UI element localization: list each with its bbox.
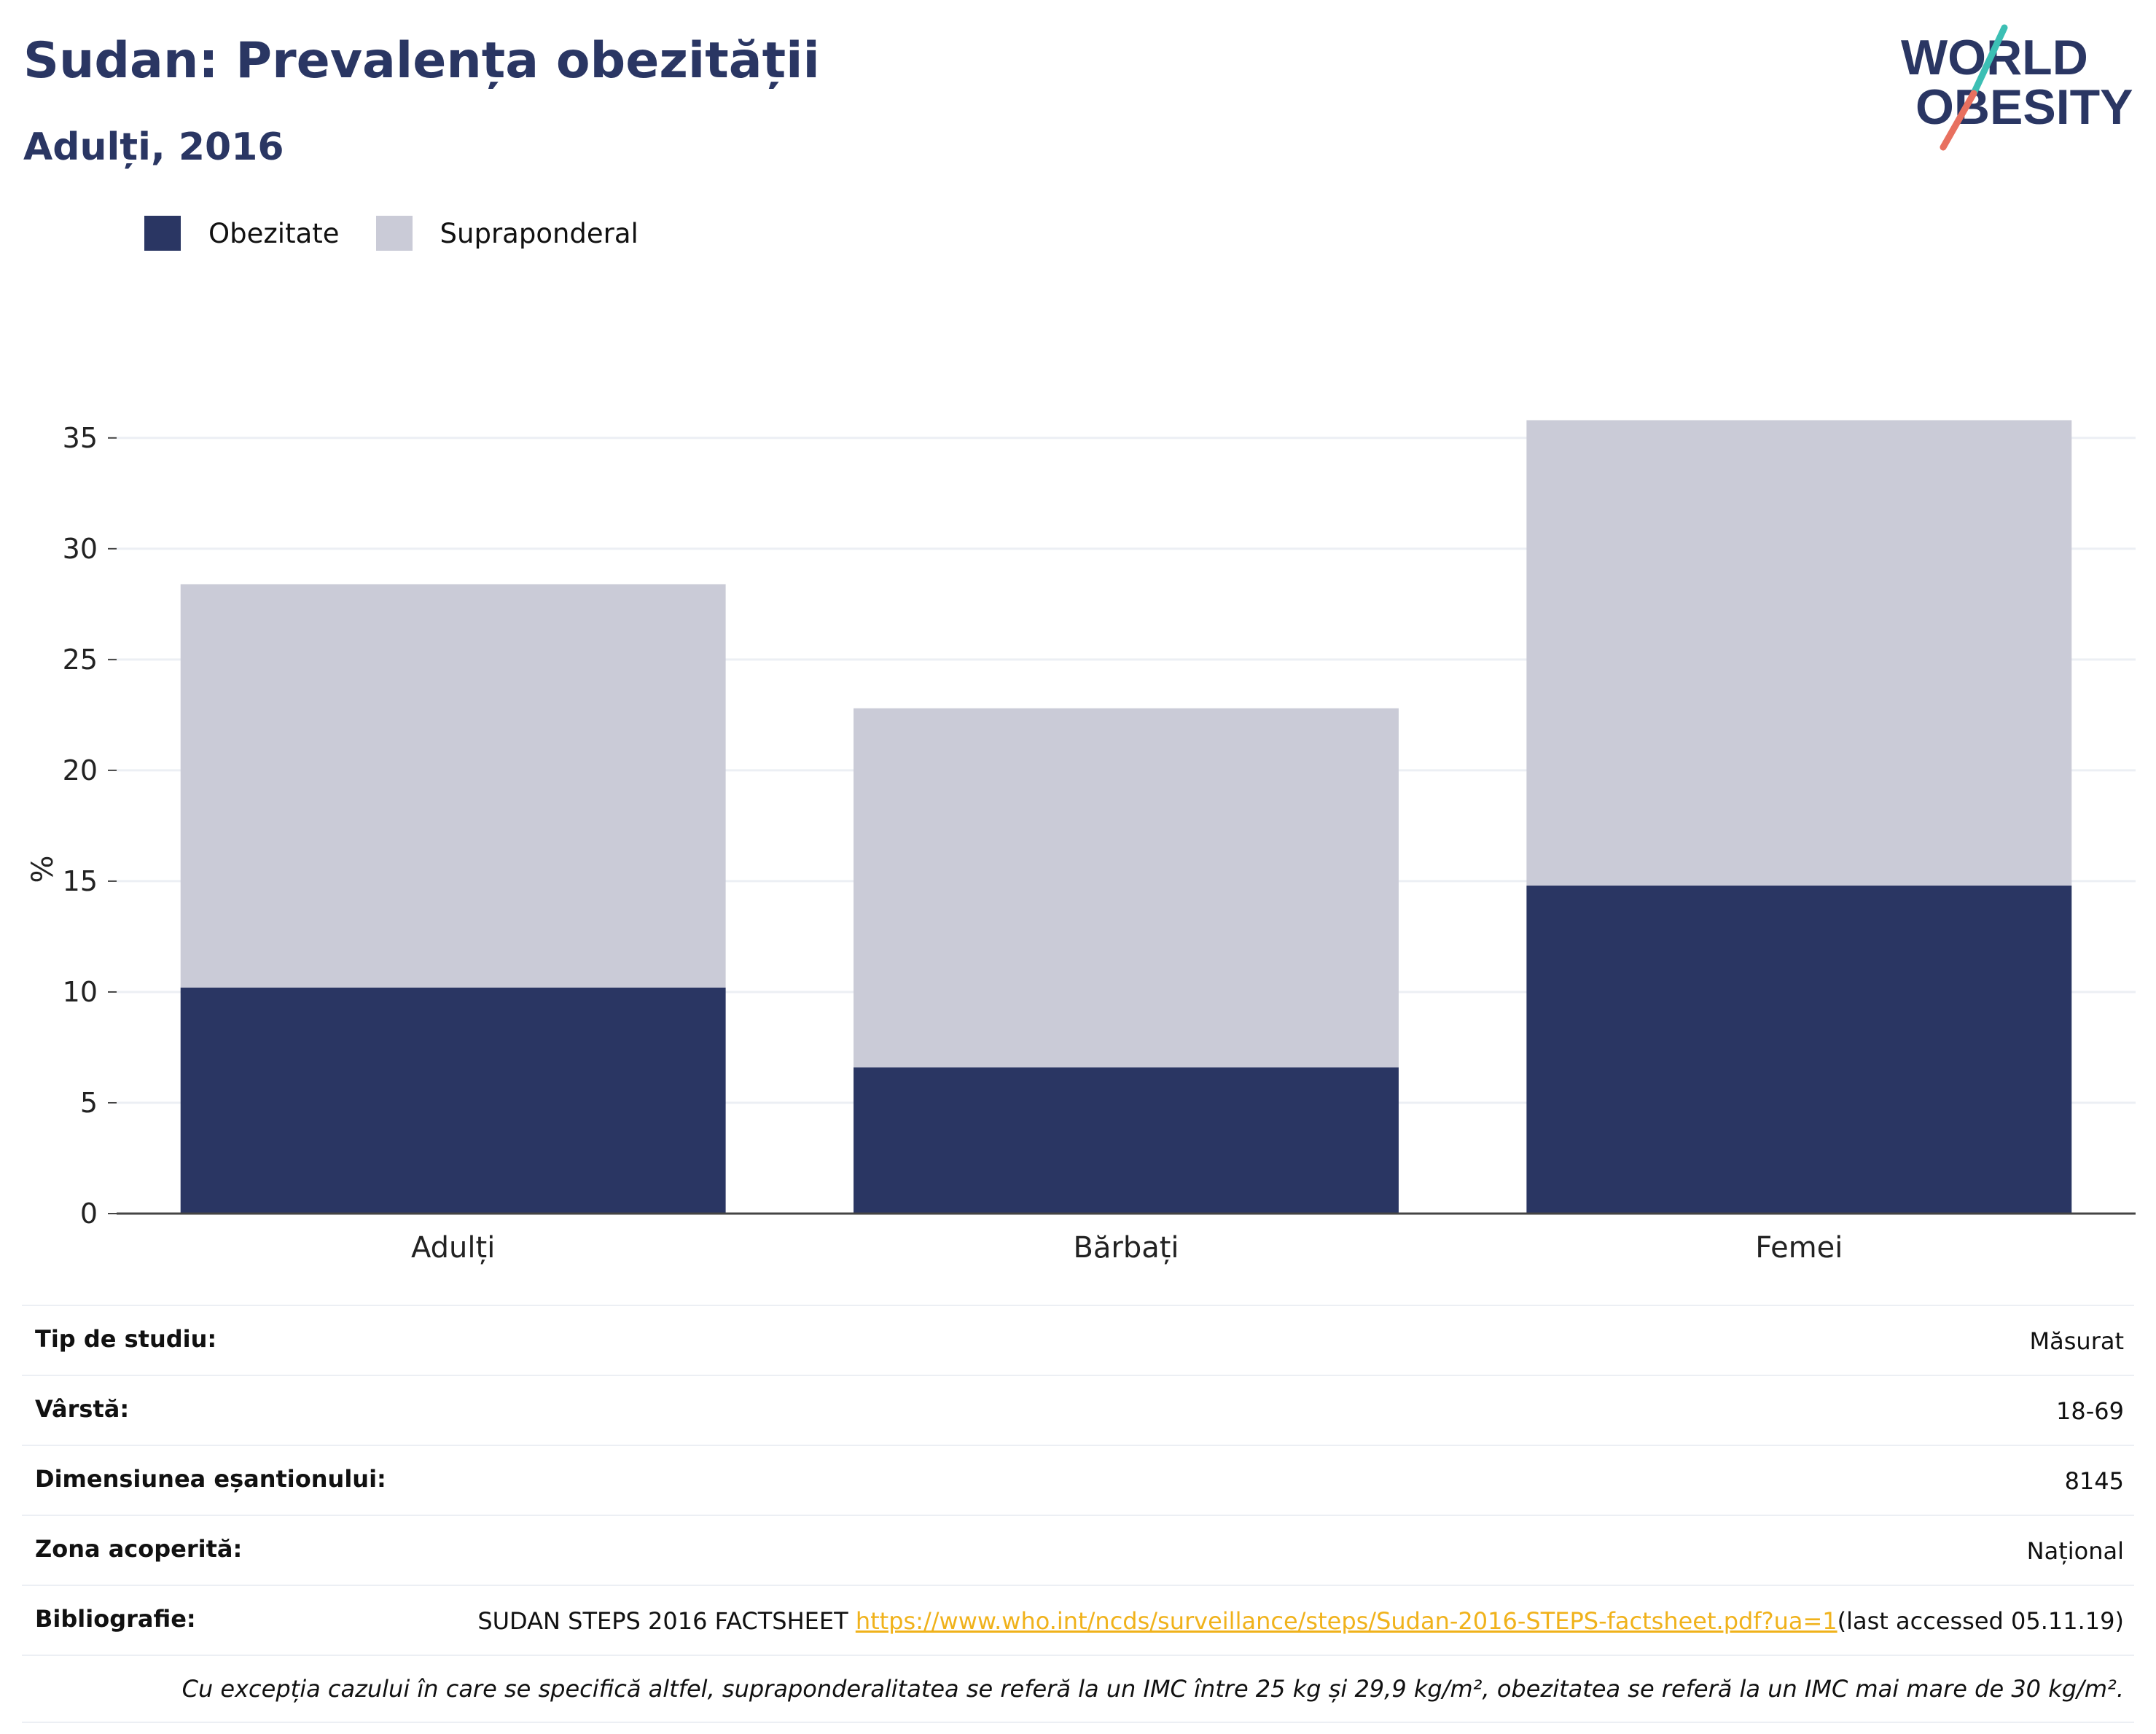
bar-overweight — [180, 584, 726, 988]
info-key: Bibliografie: — [35, 1605, 196, 1633]
bar-obesity — [1526, 886, 2072, 1214]
info-key: Vârstă: — [35, 1395, 130, 1423]
page-title: Sudan: Prevalența obezității — [23, 32, 820, 90]
info-key: Zona acoperită: — [35, 1535, 243, 1563]
chart-legend: Obezitate Supraponderal — [144, 216, 675, 251]
y-tick-label: 25 — [63, 644, 98, 676]
bibliography-link[interactable]: https://www.who.int/ncds/surveillance/st… — [855, 1607, 1837, 1635]
bar-obesity — [854, 1067, 1399, 1214]
info-row-bibliography: Bibliografie: SUDAN STEPS 2016 FACTSHEET… — [22, 1585, 2134, 1655]
x-tick-label: Bărbați — [1073, 1231, 1179, 1265]
y-tick-label: 15 — [63, 865, 98, 897]
info-key: Dimensiunea eșantionului: — [35, 1465, 386, 1493]
footnote: Cu excepția cazului în care se specifică… — [22, 1655, 2134, 1723]
info-row-sample-size: Dimensiunea eșantionului: 8145 — [22, 1445, 2134, 1515]
legend-swatch-obesity — [144, 216, 181, 251]
bar-chart: 0 5 10 15 20 25 30 35% Adulți Bărbați Femei — [26, 420, 2136, 1265]
y-tick-label: 5 — [80, 1087, 98, 1119]
info-key: Tip de studiu: — [35, 1325, 217, 1353]
y-tick-label: 30 — [63, 533, 98, 565]
bibliography-text: SUDAN STEPS 2016 FACTSHEET — [477, 1607, 856, 1635]
bar-overweight — [1526, 420, 2072, 886]
info-row-study-type: Tip de studiu: Măsurat — [22, 1305, 2134, 1375]
info-table: Tip de studiu: Măsurat Vârstă: 18-69 Dim… — [22, 1305, 2134, 1723]
info-row-age: Vârstă: 18-69 — [22, 1375, 2134, 1445]
x-tick-label: Femei — [1755, 1231, 1843, 1265]
y-tick-label: 35 — [63, 422, 98, 454]
info-row-coverage: Zona acoperită: Național — [22, 1515, 2134, 1585]
bibliography-suffix: (last accessed 05.11.19) — [1837, 1607, 2124, 1635]
legend-item-obesity[interactable]: Obezitate — [144, 216, 340, 251]
bar-obesity — [180, 987, 726, 1214]
y-tick-label: 10 — [63, 976, 98, 1008]
y-axis-label: % — [26, 855, 60, 883]
legend-label-overweight: Supraponderal — [440, 217, 638, 249]
bar-overweight — [854, 708, 1399, 1068]
page-subtitle: Adulți, 2016 — [23, 125, 284, 169]
legend-label-obesity: Obezitate — [208, 217, 340, 249]
info-value: 18-69 — [2056, 1397, 2124, 1425]
info-value: 8145 — [2064, 1467, 2124, 1495]
svg-text:OBESITY: OBESITY — [1915, 79, 2133, 135]
legend-item-overweight[interactable]: Supraponderal — [375, 216, 638, 251]
info-value: Măsurat — [2029, 1327, 2124, 1355]
info-value: Național — [2026, 1537, 2124, 1565]
y-tick-label: 0 — [80, 1198, 98, 1230]
svg-text:WORLD: WORLD — [1901, 30, 2088, 85]
x-tick-label: Adulți — [411, 1231, 495, 1265]
bibliography-value: SUDAN STEPS 2016 FACTSHEET https://www.w… — [477, 1605, 2124, 1637]
world-obesity-logo: WORLD OBESITY — [1901, 24, 2133, 151]
legend-swatch-overweight — [375, 216, 413, 251]
y-tick-label: 20 — [63, 754, 98, 786]
